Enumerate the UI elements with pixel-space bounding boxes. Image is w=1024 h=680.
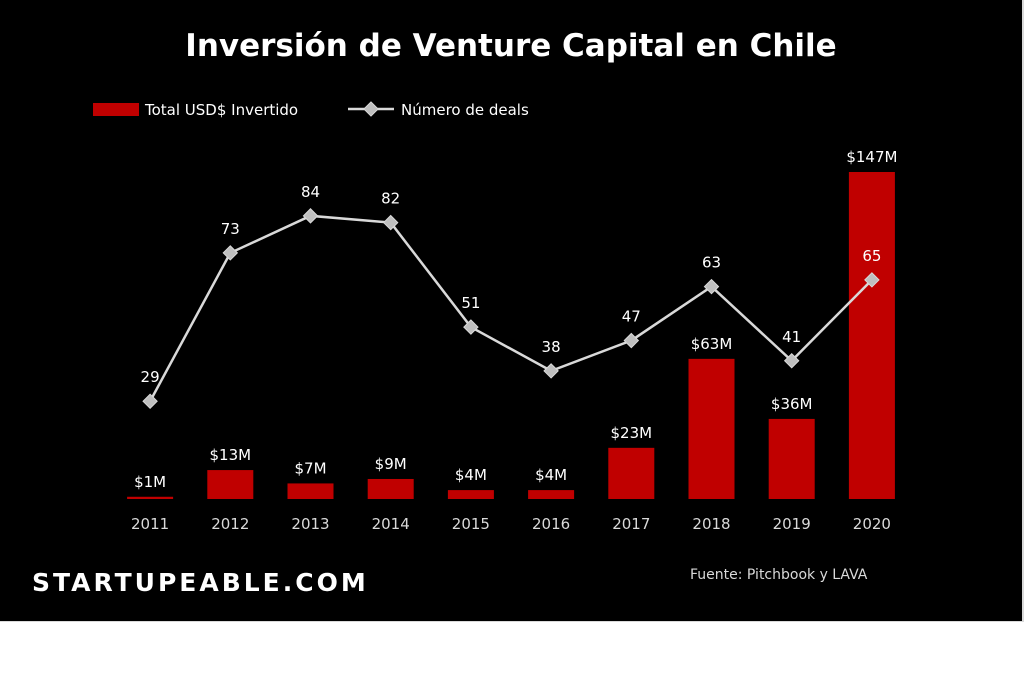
bar-2011 bbox=[127, 496, 174, 499]
deals-label-2019: 41 bbox=[782, 328, 801, 346]
deals-label-2013: 84 bbox=[301, 183, 320, 201]
bar-2016 bbox=[528, 490, 575, 499]
bar-label-2011: $1M bbox=[134, 473, 166, 491]
deals-point-2014 bbox=[382, 214, 399, 231]
deals-label-2012: 73 bbox=[221, 220, 240, 238]
chart-canvas: Inversión de Venture Capital en Chile To… bbox=[93, 28, 897, 533]
deals-point-2020 bbox=[864, 272, 880, 288]
deals-point-2016 bbox=[543, 363, 559, 379]
chart-panel: Inversión de Venture Capital en Chile To… bbox=[0, 0, 1024, 622]
bar-2013 bbox=[287, 483, 334, 499]
deals-label-2017: 47 bbox=[622, 308, 641, 326]
bar-label-2015: $4M bbox=[455, 466, 487, 484]
legend-line-label: Número de deals bbox=[401, 101, 529, 119]
deals-label-2018: 63 bbox=[702, 254, 721, 272]
bar-2019 bbox=[768, 418, 815, 499]
bar-label-2020: $147M bbox=[846, 148, 897, 166]
x-tick-2016: 2016 bbox=[532, 515, 570, 533]
x-tick-2012: 2012 bbox=[211, 515, 249, 533]
deals-point-2018 bbox=[703, 278, 720, 295]
bar-2017 bbox=[608, 447, 655, 499]
deals-label-2016: 38 bbox=[542, 338, 561, 356]
chart-title: Inversión de Venture Capital en Chile bbox=[185, 28, 836, 64]
deals-point-2017 bbox=[623, 332, 640, 349]
bar-label-2019: $36M bbox=[771, 395, 813, 413]
chart-legend: Total USD$ Invertido Número de deals bbox=[93, 101, 529, 119]
deals-label-2020: 65 bbox=[862, 247, 881, 265]
bar-label-2018: $63M bbox=[691, 335, 733, 353]
deals-point-2011 bbox=[142, 393, 158, 410]
source-note: Fuente: Pitchbook y LAVA bbox=[690, 567, 868, 583]
deals-line bbox=[149, 214, 873, 402]
bar-2014 bbox=[367, 478, 414, 499]
bar-label-2013: $7M bbox=[294, 459, 326, 477]
x-tick-2017: 2017 bbox=[612, 515, 650, 533]
bar-label-2012: $13M bbox=[210, 446, 252, 464]
bars-layer: $1M $13M $7M $9M $4M $4M $23M $63M $36M $147M bbox=[127, 148, 897, 499]
x-tick-2018: 2018 bbox=[692, 515, 730, 533]
bar-2018 bbox=[688, 358, 735, 499]
x-tick-2019: 2019 bbox=[773, 515, 811, 533]
line-layer: 29 73 84 82 51 38 47 63 41 65 bbox=[141, 183, 881, 410]
bar-2020 bbox=[848, 172, 895, 499]
deals-label-2015: 51 bbox=[461, 294, 480, 312]
bar-2015 bbox=[447, 490, 494, 499]
x-axis: 2011 2012 2013 2014 2015 2016 2017 2018 2019 2020 bbox=[131, 515, 891, 533]
deals-label-2014: 82 bbox=[381, 190, 400, 208]
x-tick-2014: 2014 bbox=[372, 515, 410, 533]
deals-point-2012 bbox=[222, 245, 239, 261]
deals-point-2013 bbox=[302, 208, 319, 224]
bar-2012 bbox=[207, 470, 254, 499]
x-tick-2011: 2011 bbox=[131, 515, 169, 533]
bar-label-2016: $4M bbox=[535, 466, 567, 484]
bar-label-2017: $23M bbox=[611, 424, 653, 442]
x-tick-2020: 2020 bbox=[853, 515, 891, 533]
legend-bar-swatch bbox=[93, 103, 139, 116]
x-tick-2015: 2015 bbox=[452, 515, 490, 533]
deals-point-2019 bbox=[783, 353, 800, 369]
brand-logo-text: STARTUPEABLE.COM bbox=[32, 568, 369, 597]
legend-line-marker bbox=[363, 101, 379, 117]
legend-bar-label: Total USD$ Invertido bbox=[144, 101, 298, 119]
x-tick-2013: 2013 bbox=[291, 515, 329, 533]
deals-point-2015 bbox=[463, 319, 479, 335]
deals-label-2011: 29 bbox=[141, 368, 160, 386]
bar-label-2014: $9M bbox=[375, 455, 407, 473]
